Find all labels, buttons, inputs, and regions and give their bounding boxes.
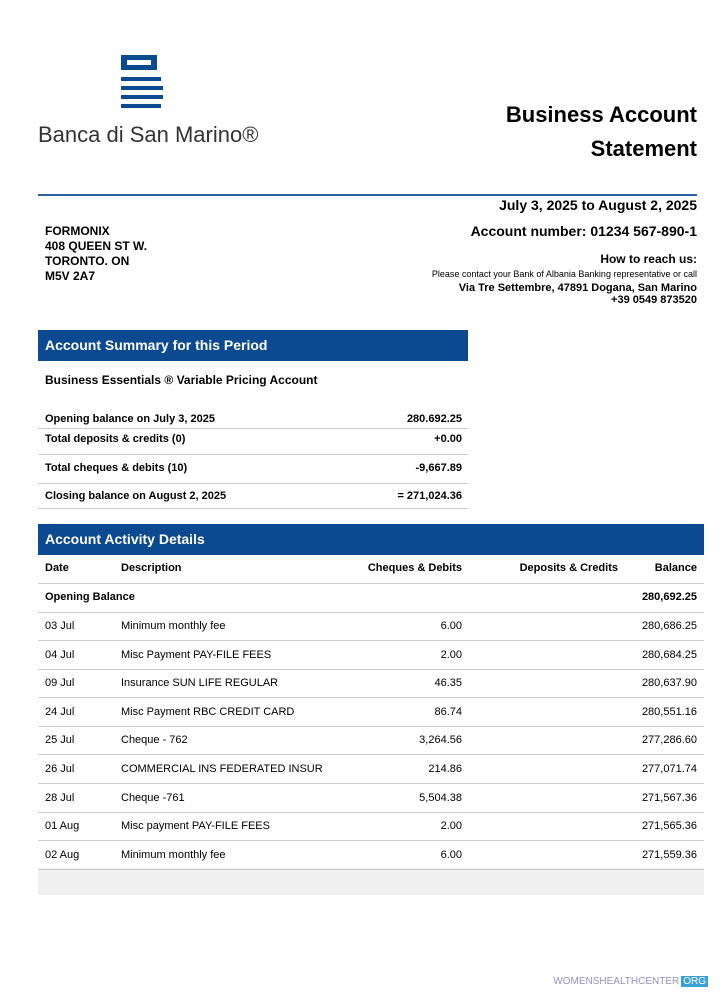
column-header: Description: [121, 562, 182, 574]
balance: 280,637.90: [641, 677, 697, 690]
balance: 277,071.74: [641, 763, 697, 775]
description: COMMERCIAL INS FEDERATED INSUR: [121, 763, 323, 775]
debit: 6.00: [440, 848, 462, 861]
balance: 280,684.25: [641, 648, 697, 661]
customer-line: 408 QUEEN ST W.: [45, 239, 148, 253]
date: 02 Aug: [45, 848, 80, 861]
balance: 271,567.36: [641, 791, 697, 804]
summary-label: Total deposits & credits (0): [45, 433, 186, 445]
description: Cheque - 762: [121, 734, 188, 747]
debit: 2.00: [440, 820, 462, 833]
debit: 5,504.38: [419, 791, 462, 804]
activity-heading: Account Activity Details: [38, 524, 704, 555]
account-number: Account number: 01234 567-890-1: [470, 223, 697, 239]
bank-logo: [121, 55, 163, 108]
customer-line: M5V 2A7: [45, 269, 96, 283]
customer-line: FORMONIX: [45, 224, 110, 238]
opening-balance: 280,692.25: [641, 591, 697, 603]
watermark-site: WOMENSHEALTHCENTER: [553, 976, 680, 987]
contact-phone: +39 0549 873520: [611, 294, 697, 306]
row-divider: [38, 840, 704, 842]
watermark-tld: ORG: [681, 976, 708, 987]
customer-line: TORONTO. ON: [45, 254, 130, 268]
summary-value: 280.692.25: [406, 413, 462, 425]
table-footer: [38, 868, 704, 895]
debit: 6.00: [440, 620, 462, 632]
contact-note: Please contact your Bank of Albania Bank…: [431, 269, 697, 279]
date: 09 Jul: [45, 677, 75, 690]
column-header: Deposits & Credits: [519, 562, 618, 574]
debit: 86.74: [434, 705, 462, 718]
row-divider: [38, 783, 704, 784]
summary-value: +0.00: [434, 433, 462, 445]
row-divider: [38, 725, 704, 727]
balance: 280,686.25: [641, 620, 697, 632]
debit: 2.00: [440, 648, 462, 661]
opening-label: Opening Balance: [45, 591, 135, 603]
summary-label: Opening balance on July 3, 2025: [45, 413, 215, 425]
debit: 46.35: [434, 677, 462, 690]
column-header: Balance: [654, 562, 697, 574]
divider: [38, 194, 697, 196]
balance: 277,286.60: [641, 734, 697, 747]
summary-value: = 271,024.36: [397, 490, 462, 502]
balance: 271,565.36: [641, 820, 697, 833]
balance: 280,551.16: [641, 705, 697, 718]
balance: 271,559.36: [641, 848, 697, 861]
row-divider: [38, 868, 704, 870]
debit: 214.86: [428, 763, 462, 775]
summary-label: Closing balance on August 2, 2025: [45, 490, 227, 502]
summary-value: -9,667.89: [415, 462, 462, 474]
description: Minimum monthly fee: [121, 620, 226, 632]
description: Insurance SUN LIFE REGULAR: [121, 677, 279, 690]
column-header: Cheques & Debits: [367, 562, 462, 574]
contact-address: Via Tre Settembre, 47891 Dogana, San Mar…: [458, 282, 697, 294]
date: 04 Jul: [45, 648, 75, 661]
watermark: WOMENSHEALTHCENTER ORG: [553, 976, 708, 987]
row-divider: [38, 508, 468, 509]
bank-name: Banca di San Marino®: [38, 122, 259, 147]
row-divider: [38, 454, 468, 455]
description: Minimum monthly fee: [121, 848, 226, 861]
description: Misc payment PAY-FILE FEES: [121, 820, 270, 833]
description: Misc Payment RBC CREDIT CARD: [121, 705, 295, 718]
contact-heading: How to reach us:: [600, 252, 697, 266]
summary-heading: Account Summary for this Period: [38, 330, 468, 361]
customer-address: FORMONIX 408 QUEEN ST W. TORONTO. ON M5V 2A…: [45, 224, 147, 284]
row-divider: [38, 811, 704, 813]
period: July 3, 2025 to August 2, 2025: [499, 197, 697, 213]
row-divider: [38, 640, 704, 641]
description: Cheque -761: [121, 791, 185, 804]
date: 03 Jul: [45, 620, 75, 632]
row-divider: [38, 754, 704, 756]
row-divider: [38, 583, 704, 584]
column-header: Date: [45, 562, 69, 574]
description: Misc Payment PAY-FILE FEES: [121, 648, 272, 661]
date: 25 Jul: [45, 734, 75, 747]
date: 26 Jul: [45, 763, 75, 775]
date: 01 Aug: [45, 820, 80, 833]
title: Business Account Statement: [505, 102, 697, 161]
summary-label: Total cheques & debits (10): [45, 462, 188, 474]
row-divider: [38, 483, 468, 484]
row-divider: [38, 612, 704, 613]
row-divider: [38, 697, 704, 699]
row-divider: [38, 668, 704, 670]
date: 28 Jul: [45, 791, 75, 804]
account-type: Business Essentials ® Variable Pricing A…: [45, 373, 318, 387]
debit: 3,264.56: [419, 734, 462, 747]
date: 24 Jul: [45, 705, 75, 718]
row-divider: [38, 428, 468, 429]
